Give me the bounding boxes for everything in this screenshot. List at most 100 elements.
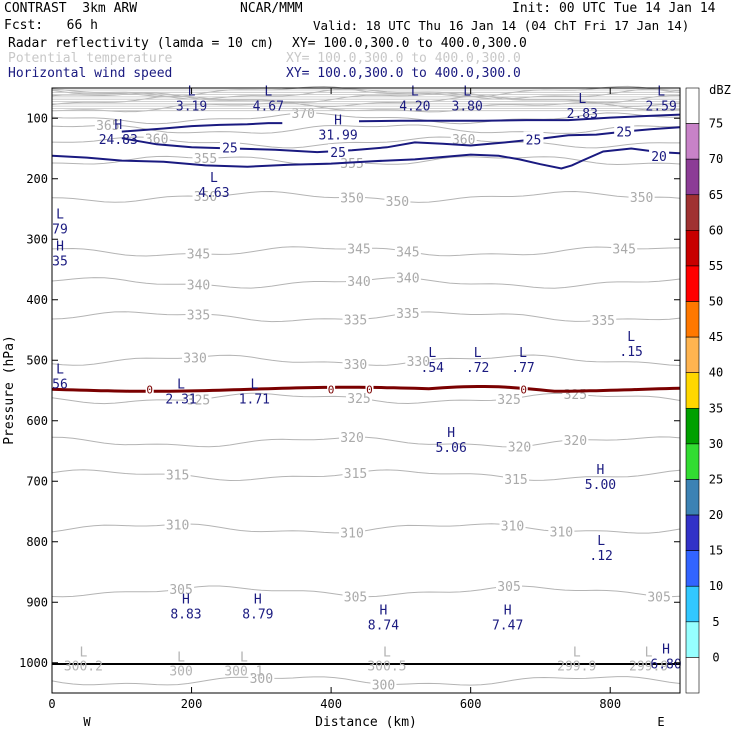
theta-label-bg [646,589,673,603]
theta-label-bg [182,350,209,364]
theta-extremum-value: 300 [169,665,192,680]
colorbar-level-label: 65 [709,188,723,202]
wind-label-bg [219,139,240,154]
colorbar-swatch [685,336,700,374]
theta-extremum-marker: L [79,646,87,661]
theta-contour-label: 350 [386,195,409,210]
theta-contour-line [51,92,681,104]
theta-contour-label: 330 [407,355,430,370]
theta-contour-label: 335 [592,314,615,329]
theta-extremum-value: 299.9 [629,660,668,675]
theta-label-bg [499,518,526,532]
theta-label-bg [339,430,366,444]
theta-extremum-value: 300.1 [224,665,263,680]
theta-label-bg [192,189,219,203]
wind-contour-label: 25 [222,141,238,156]
wind-contour-label: 20 [651,150,667,165]
colorbar-level-label: 75 [709,117,723,131]
theta-contour-label: 345 [347,243,370,258]
colorbar: dBZ 0 5 10 15 20 25 30 35 40 45 50 55 60 65 70 75 [685,83,731,694]
theta-label-bg [143,131,170,145]
theta-contour-label: 330 [344,358,367,373]
wind-contour-label: 25 [526,133,542,148]
extremum-marker: L [463,84,471,99]
extremum-value: 2.83 [567,107,598,122]
theta-contour-label: 340 [396,272,419,287]
extremum-value: 24.83 [99,133,138,148]
colorbar-swatch [685,158,700,196]
zero-dbz-label: 0 [146,383,153,396]
zero-label-bg [327,383,336,396]
theta-contour-line [51,190,681,203]
theta-contour-label: 350 [194,190,217,205]
wind-label-bg [614,123,635,138]
extremum-value: 6.80 [650,658,681,673]
colorbar-level-label: 5 [712,615,719,629]
theta-label-bg [370,677,397,691]
colorbar-swatch [685,230,700,267]
east-label: E [657,715,664,729]
init-time: Init: 00 UTC Tue 14 Jan 14 [512,1,716,16]
colorbar-swatch [685,443,700,480]
theta-contour-label: 340 [347,275,370,290]
colorbar-level-label: 45 [709,330,723,344]
theta-label-bg [164,467,191,481]
extremum-value: 8.83 [170,607,201,622]
theta-label-bg [342,589,369,603]
theta-contour-line [51,124,681,134]
extremum-value: .12 [589,549,612,564]
colorbar-level-label: 30 [709,437,723,451]
x-tick-label: 0 [48,697,55,711]
colorbar-swatch [685,407,700,445]
extremum-value: .15 [619,345,642,360]
theta-contour-label: 340 [187,278,210,293]
y-axis-label: Pressure (hPa) [2,335,17,445]
extremum-marker: L [177,378,185,393]
extremum-marker: L [56,363,64,378]
theta-label-bg [94,118,121,132]
colorbar-swatch [685,550,700,587]
y-tick-label: 600 [26,414,48,428]
colorbar-level-label: 20 [709,508,723,522]
zero-label-bg [145,383,154,396]
extremum-value: 4.67 [253,99,284,114]
potential-temperature-contours: 300 300 305 305 305 305 310 310 310 310 315 315 315 3… [51,85,681,693]
extremum-value: .77 [511,361,534,376]
x-tick-label: 400 [320,697,342,711]
extremum-value: 2.31 [165,393,196,408]
colorbar-level-label: 0 [712,650,719,664]
extremum-value: 5.06 [435,441,466,456]
y-tick-label: 500 [26,353,48,367]
theta-contour-label: 305 [497,580,520,595]
colorbar-level-label: 10 [709,579,723,593]
theta-label-bg [185,392,212,406]
theta-contour-label: 310 [501,519,524,534]
wind-contour-label: 25 [330,146,346,161]
extremum-marker: L [56,208,64,223]
colorbar-swatch [685,265,700,302]
extremum-marker: H [56,240,64,255]
theta-label-bg [185,277,212,291]
extremum-value: 8.74 [368,618,399,633]
west-label: W [83,715,91,729]
theta-label-bg [290,105,317,119]
theta-label-bg [164,517,191,531]
wind-contour-line [358,113,681,123]
x-tick-label: 200 [181,697,203,711]
theta-label-bg [590,312,617,326]
theta-contour-label: 350 [630,191,653,206]
theta-contour-label: 320 [340,431,363,446]
zero-dbz-label: 0 [520,383,527,396]
legend-line-wind-label: Horizontal wind speed [8,66,173,81]
theta-contour-label: 355 [340,157,363,172]
forecast-hour: Fcst: 66 h [4,18,98,33]
y-tick-label: 700 [26,474,48,488]
extremum-value: 4.20 [399,99,430,114]
theta-extremum-marker: L [177,651,185,666]
extremum-value: 3.80 [452,99,483,114]
zero-dbz-label: 0 [328,383,335,396]
theta-contour-label: 315 [504,473,527,488]
theta-contour-label: 345 [612,242,635,257]
extremum-marker: H [662,643,670,658]
